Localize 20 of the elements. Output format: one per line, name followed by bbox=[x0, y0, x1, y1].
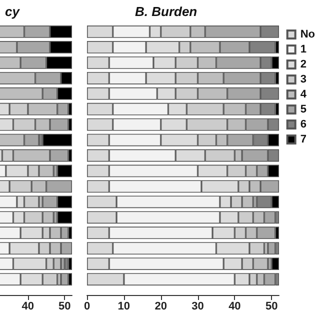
legend-label: No bbox=[300, 28, 316, 40]
chart-title: B. Burden bbox=[135, 4, 198, 19]
x-tick-label: 50 bbox=[58, 300, 71, 312]
x-tick-label: 30 bbox=[192, 300, 204, 312]
x-tick-label: 10 bbox=[118, 300, 130, 312]
legend-label: 6 bbox=[300, 118, 306, 130]
x-tick-label: 40 bbox=[22, 300, 34, 312]
legend-label: 7 bbox=[300, 134, 306, 146]
legend-label: 3 bbox=[300, 74, 306, 86]
legend-label: 5 bbox=[300, 104, 306, 116]
x-tick-label: 20 bbox=[154, 300, 167, 312]
x-tick-label: 40 bbox=[228, 300, 241, 312]
legend-label: 2 bbox=[300, 58, 306, 70]
legend-label: 1 bbox=[300, 44, 306, 56]
bar bbox=[268, 242, 276, 255]
legend-label: 4 bbox=[300, 88, 308, 100]
chart-title: cy bbox=[5, 4, 20, 19]
bar bbox=[272, 258, 279, 270]
x-tick-label: 0 bbox=[84, 300, 90, 312]
x-tick-label: 50 bbox=[265, 300, 278, 312]
